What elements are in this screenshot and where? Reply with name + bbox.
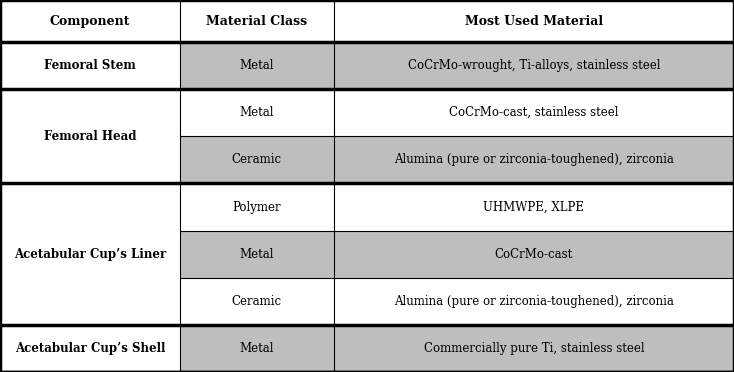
Bar <box>334 89 734 136</box>
Bar <box>180 183 334 231</box>
Bar <box>180 89 334 136</box>
Text: Metal: Metal <box>239 248 275 261</box>
Bar <box>334 42 734 89</box>
Text: CoCrMo-cast: CoCrMo-cast <box>495 248 573 261</box>
Text: Ceramic: Ceramic <box>232 153 282 166</box>
Text: Acetabular Cup’s Shell: Acetabular Cup’s Shell <box>15 342 165 355</box>
Bar <box>334 325 734 372</box>
Text: Alumina (pure or zirconia-toughened), zirconia: Alumina (pure or zirconia-toughened), zi… <box>394 153 674 166</box>
Text: Femoral Head: Femoral Head <box>43 130 137 143</box>
Text: Material Class: Material Class <box>206 15 308 28</box>
Bar <box>0 183 180 325</box>
Bar <box>334 183 734 231</box>
Bar <box>180 42 334 89</box>
Bar <box>180 231 334 278</box>
Bar <box>0 89 180 183</box>
Text: Metal: Metal <box>239 106 275 119</box>
Text: UHMWPE, XLPE: UHMWPE, XLPE <box>484 201 584 214</box>
Bar <box>180 325 334 372</box>
Text: Ceramic: Ceramic <box>232 295 282 308</box>
Bar <box>0 42 180 89</box>
Text: Metal: Metal <box>239 59 275 72</box>
Text: Polymer: Polymer <box>233 201 281 214</box>
Bar <box>334 231 734 278</box>
Text: CoCrMo-cast, stainless steel: CoCrMo-cast, stainless steel <box>449 106 619 119</box>
Text: Most Used Material: Most Used Material <box>465 15 603 28</box>
Text: Alumina (pure or zirconia-toughened), zirconia: Alumina (pure or zirconia-toughened), zi… <box>394 295 674 308</box>
Text: Commercially pure Ti, stainless steel: Commercially pure Ti, stainless steel <box>424 342 644 355</box>
Bar <box>334 278 734 325</box>
Bar <box>0 325 180 372</box>
Text: Femoral Stem: Femoral Stem <box>44 59 136 72</box>
Bar <box>334 136 734 183</box>
Text: Component: Component <box>50 15 130 28</box>
Text: CoCrMo-wrought, Ti-alloys, stainless steel: CoCrMo-wrought, Ti-alloys, stainless ste… <box>407 59 661 72</box>
Text: Acetabular Cup’s Liner: Acetabular Cup’s Liner <box>14 248 166 261</box>
Bar <box>180 278 334 325</box>
Bar <box>180 136 334 183</box>
Text: Metal: Metal <box>239 342 275 355</box>
Bar <box>0 0 734 42</box>
